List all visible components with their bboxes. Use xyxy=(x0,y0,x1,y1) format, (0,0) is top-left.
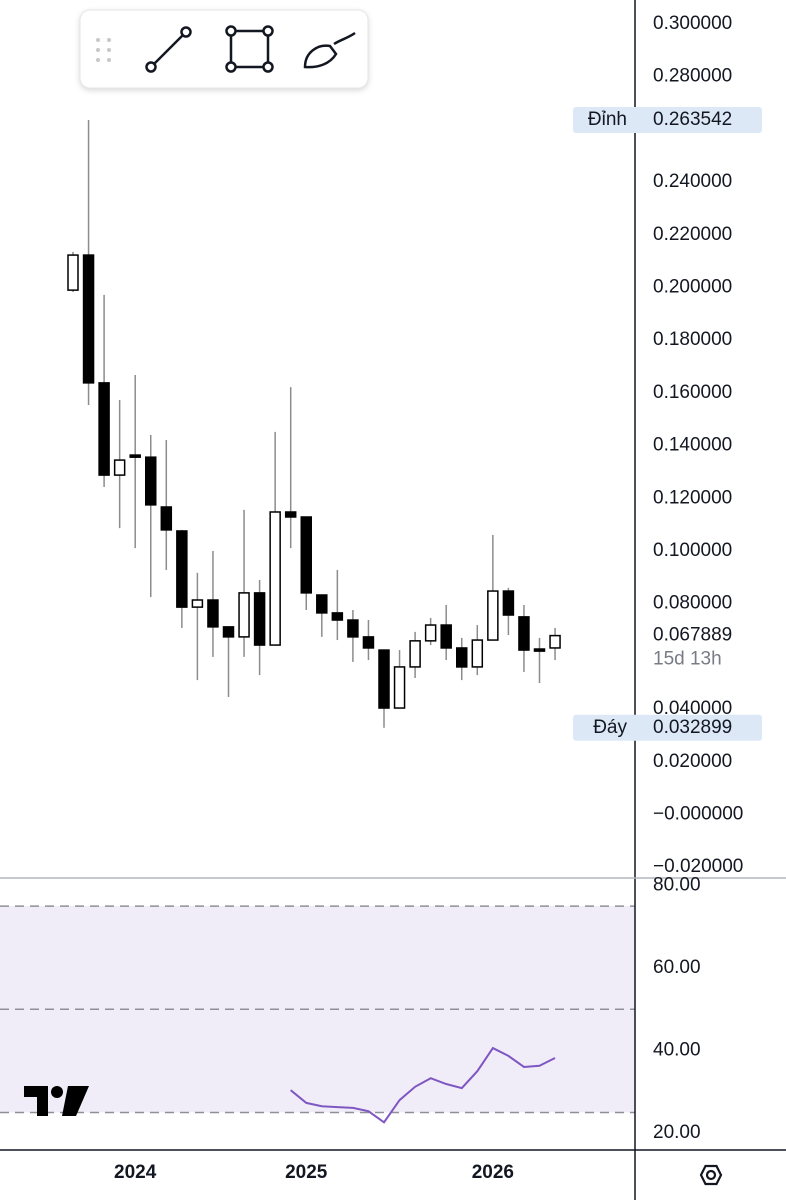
candle-body xyxy=(440,624,452,649)
y-tick-label: 0.100000 xyxy=(653,540,732,561)
candle-body xyxy=(191,599,204,608)
candle-body xyxy=(176,530,188,608)
y-tick-label: −0.000000 xyxy=(653,804,743,825)
candle-body xyxy=(331,612,344,621)
rectangle-tool[interactable] xyxy=(225,25,274,73)
last-price-bg xyxy=(640,621,786,662)
drawing-toolbar xyxy=(79,9,369,89)
y-tick-label: 0.180000 xyxy=(653,329,732,350)
candle-body xyxy=(160,506,173,531)
candle-body xyxy=(284,511,297,518)
candle-body xyxy=(347,619,359,638)
candle-body xyxy=(549,634,561,649)
trough-value: 0.032899 xyxy=(653,717,732,738)
x-tick-label: 2024 xyxy=(114,1162,157,1183)
candle-body xyxy=(502,590,515,616)
y-tick-label: 0.080000 xyxy=(653,593,732,614)
candle-body xyxy=(424,624,437,642)
trend-line-tool[interactable] xyxy=(145,26,192,73)
tradingview-logo xyxy=(24,1086,89,1116)
y-tick-label: 0.020000 xyxy=(653,751,732,772)
candle-body xyxy=(316,594,328,614)
candle-body xyxy=(129,454,141,458)
settings-icon[interactable] xyxy=(699,1164,723,1186)
rsi-tick-label: 60.00 xyxy=(653,957,701,978)
peak-value: 0.263542 xyxy=(653,109,732,130)
candle-body xyxy=(487,590,499,641)
last-price: 0.067889 xyxy=(653,625,732,646)
drag-handle[interactable] xyxy=(96,38,111,62)
peak-label: Đỉnh xyxy=(588,109,627,130)
candle-body xyxy=(238,592,250,638)
y-tick-label: 0.300000 xyxy=(653,13,732,34)
candle-body xyxy=(533,648,546,652)
candle-body xyxy=(113,459,126,476)
candle-body xyxy=(456,647,468,668)
y-tick-label: 0.160000 xyxy=(653,382,732,403)
y-tick-label: 0.120000 xyxy=(653,487,732,508)
x-tick-label: 2025 xyxy=(285,1162,328,1183)
rsi-tick-label: 40.00 xyxy=(653,1040,701,1061)
y-tick-label: 0.240000 xyxy=(653,171,732,192)
candle-body xyxy=(393,666,406,709)
candle-body xyxy=(362,636,375,649)
candle-body xyxy=(145,456,157,506)
rsi-tick-label: 20.00 xyxy=(653,1122,701,1143)
y-tick-label: −0.020000 xyxy=(653,856,743,877)
candle-body xyxy=(300,516,312,594)
candle-body xyxy=(269,511,281,646)
candle-body xyxy=(67,254,79,291)
toolbar-panel xyxy=(79,9,369,89)
rsi-tick-label: 80.00 xyxy=(653,874,701,895)
brush-tool[interactable] xyxy=(303,31,356,69)
candle-body xyxy=(409,640,421,668)
candle-body xyxy=(222,626,235,638)
candle-body xyxy=(471,639,484,668)
y-tick-label: 0.140000 xyxy=(653,435,732,456)
countdown: 15d 13h xyxy=(653,649,722,670)
candle-body xyxy=(518,616,530,651)
trough-label: Đáy xyxy=(593,717,627,738)
candle-body xyxy=(207,599,219,628)
y-tick-label: 0.220000 xyxy=(653,224,732,245)
rsi-layer xyxy=(0,905,635,1124)
y-tick-label: 0.040000 xyxy=(653,698,732,719)
y-tick-label: 0.280000 xyxy=(653,66,732,87)
candle-body xyxy=(378,649,390,709)
y-tick-label: 0.200000 xyxy=(653,277,732,298)
x-tick-label: 2026 xyxy=(472,1162,514,1183)
candle-body xyxy=(98,382,110,476)
candle-body xyxy=(82,254,95,384)
candle-body xyxy=(253,592,266,646)
rsi-line xyxy=(290,1046,556,1124)
peak-label-bg xyxy=(573,107,762,134)
trough-label-bg xyxy=(573,714,762,741)
